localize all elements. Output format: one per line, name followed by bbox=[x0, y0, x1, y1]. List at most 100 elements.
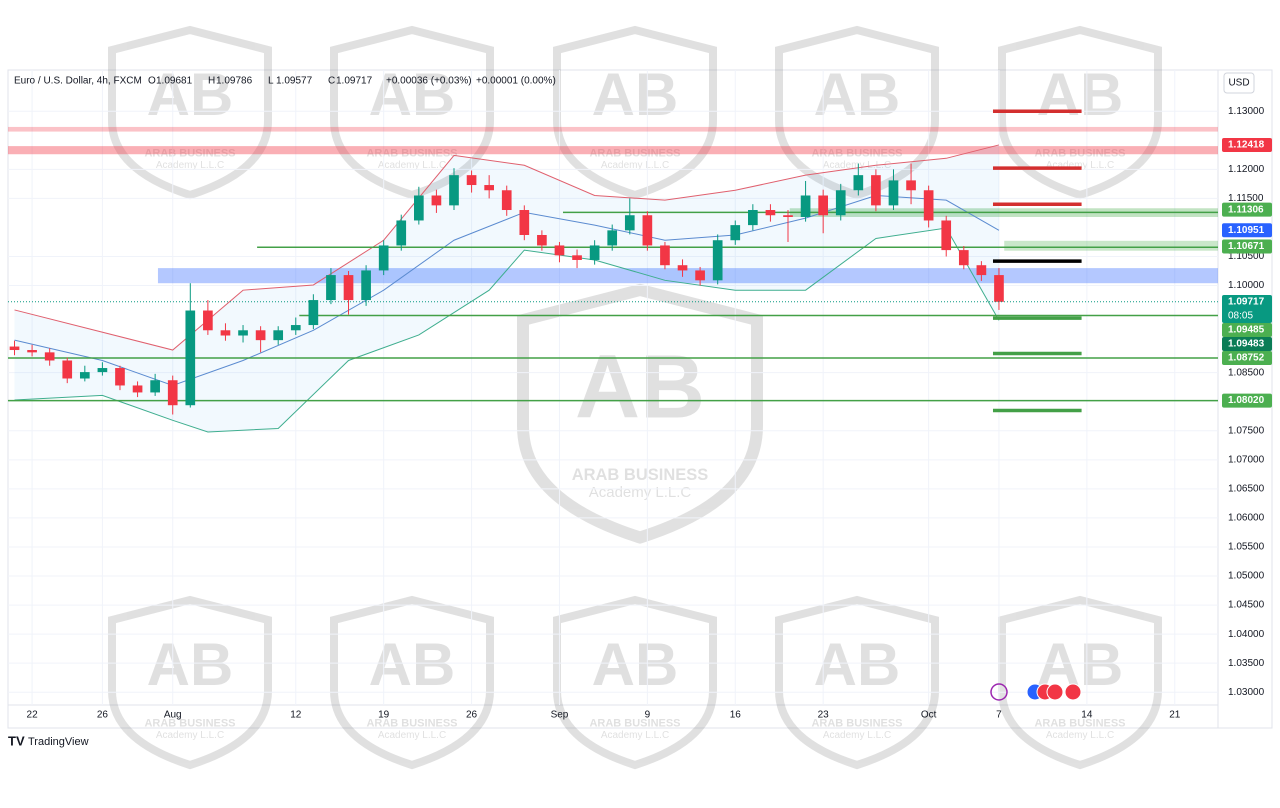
price-badge bbox=[1222, 202, 1272, 217]
price-badge-label: 1.09717 bbox=[1228, 297, 1265, 308]
y-tick-label: 1.13000 bbox=[1228, 106, 1265, 117]
x-tick-label: 14 bbox=[1081, 710, 1093, 721]
candle-body bbox=[150, 380, 160, 393]
watermark-shield bbox=[998, 595, 1162, 770]
candle-body bbox=[642, 215, 653, 246]
watermark-shield bbox=[330, 595, 494, 770]
candle-body bbox=[185, 310, 196, 406]
x-tick-label: 7 bbox=[996, 710, 1002, 721]
watermark-logo: AB bbox=[814, 631, 901, 698]
candle-body bbox=[431, 195, 442, 206]
watermark-shield bbox=[330, 25, 494, 200]
y-tick-label: 1.06500 bbox=[1228, 484, 1265, 495]
y-tick-label: 1.05500 bbox=[1228, 542, 1265, 553]
candle-body bbox=[835, 190, 846, 216]
candle-body bbox=[9, 346, 20, 351]
watermark-name: ARAB BUSINESS bbox=[366, 718, 457, 730]
candle-body bbox=[994, 275, 1004, 302]
icon[interactable] bbox=[1046, 683, 1064, 701]
y-tick-label: 1.11500 bbox=[1228, 193, 1264, 204]
zone bbox=[8, 146, 1218, 155]
watermark-shield bbox=[108, 25, 272, 200]
x-tick-label: 26 bbox=[97, 710, 109, 721]
y-tick-label: 1.05000 bbox=[1228, 571, 1265, 582]
currency-label[interactable]: USD bbox=[1228, 78, 1249, 89]
candle-body bbox=[783, 215, 793, 217]
watermark-sub: Academy L.L.C bbox=[823, 730, 891, 741]
icon[interactable] bbox=[1064, 683, 1082, 701]
candle-body bbox=[677, 265, 688, 271]
candle-body bbox=[607, 230, 618, 246]
candle-body bbox=[220, 330, 231, 336]
watermark-name: ARAB BUSINESS bbox=[572, 466, 709, 484]
zone bbox=[1004, 240, 1218, 251]
candle-body bbox=[695, 270, 705, 281]
candle-body bbox=[449, 175, 459, 206]
candle-body bbox=[27, 350, 37, 353]
currency-button[interactable] bbox=[1223, 72, 1255, 94]
candle-body bbox=[308, 300, 319, 326]
candle-body bbox=[906, 180, 916, 191]
candle-body bbox=[941, 220, 952, 251]
watermark-name: ARAB BUSINESS bbox=[811, 718, 902, 730]
candle-body bbox=[712, 240, 723, 281]
brand-name: TradingView bbox=[28, 736, 89, 748]
candle-body bbox=[238, 330, 248, 336]
icon[interactable] bbox=[990, 683, 1008, 701]
y-tick-label: 1.03000 bbox=[1228, 687, 1265, 698]
watermark-logo: AB bbox=[1037, 61, 1124, 128]
x-tick-label: 26 bbox=[466, 710, 478, 721]
candle-body bbox=[167, 380, 178, 406]
candle-body bbox=[958, 250, 969, 266]
watermark-shield bbox=[108, 595, 272, 770]
price-badge-label: 1.11306 bbox=[1228, 204, 1264, 215]
x-tick-label: 19 bbox=[378, 710, 390, 721]
price-badge bbox=[1222, 322, 1272, 337]
watermark-sub: Academy L.L.C bbox=[378, 160, 446, 171]
candle-body bbox=[79, 372, 90, 379]
candle-body bbox=[501, 190, 512, 211]
watermark-shield bbox=[775, 595, 939, 770]
x-tick-label: 12 bbox=[290, 710, 302, 721]
plot bbox=[8, 70, 1219, 705]
y-tick-label: 1.07000 bbox=[1228, 454, 1265, 465]
x-tick-label: Oct bbox=[921, 710, 937, 721]
x-tick-label: 22 bbox=[27, 710, 39, 721]
candle-body bbox=[923, 190, 934, 221]
y-tick-label: 1.06000 bbox=[1228, 513, 1265, 524]
candle-body bbox=[115, 368, 125, 386]
watermark-shield bbox=[553, 25, 717, 200]
y-tick-label: 1.08500 bbox=[1228, 367, 1265, 378]
price-badge bbox=[1222, 393, 1272, 408]
candle-body bbox=[800, 195, 811, 217]
watermark-name: ARAB BUSINESS bbox=[1034, 718, 1125, 730]
ohlc-value: 1.09577 bbox=[276, 76, 313, 87]
watermark-sub: Academy L.L.C bbox=[1046, 730, 1114, 741]
price-badge bbox=[1222, 351, 1272, 366]
candle-body bbox=[888, 180, 899, 206]
x-tick-label: 23 bbox=[818, 710, 830, 721]
x-tick-label: Sep bbox=[551, 710, 569, 721]
candle-body bbox=[255, 330, 266, 341]
candle-body bbox=[537, 234, 547, 246]
candle-body bbox=[97, 368, 108, 373]
candle-body bbox=[748, 210, 758, 226]
change: +0.00036 (+0.03%) bbox=[386, 76, 472, 87]
price-countdown: 08:05 bbox=[1228, 311, 1253, 322]
watermark-sub: Academy L.L.C bbox=[823, 160, 891, 171]
watermark-shield bbox=[517, 283, 763, 544]
watermark-name: ARAB BUSINESS bbox=[144, 148, 235, 160]
ohlc-value: 1.09786 bbox=[216, 76, 253, 87]
y-tick-label: 1.10000 bbox=[1228, 280, 1265, 291]
watermark-shield bbox=[998, 25, 1162, 200]
y-tick-label: 1.04500 bbox=[1228, 600, 1265, 611]
watermark-name: ARAB BUSINESS bbox=[589, 148, 680, 160]
band-line bbox=[14, 227, 1000, 433]
